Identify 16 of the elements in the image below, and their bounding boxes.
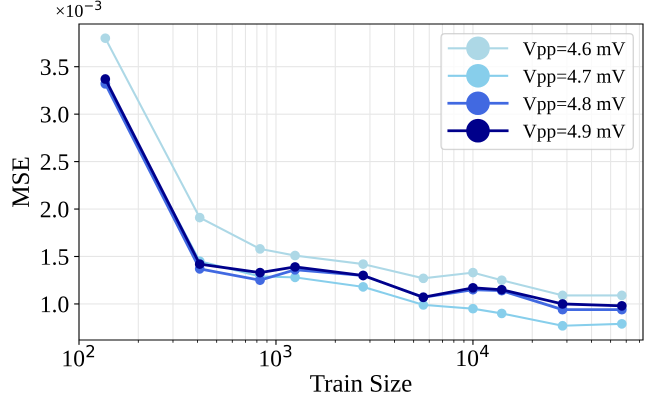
x-axis-title: Train Size xyxy=(310,375,412,392)
text: ×10$^{−3}$ xyxy=(56,0,102,18)
legend-label: Vpp=4.8 mV xyxy=(522,97,626,114)
legend-label: Vpp=4.6 mV xyxy=(522,42,626,60)
y-tick-label: 2.0 xyxy=(40,202,68,218)
y-axis-title: MSE xyxy=(12,158,30,207)
legend-label: Vpp=4.7 mV xyxy=(522,70,626,87)
y-tick-label: 2.5 xyxy=(40,154,68,170)
legend-label: Vpp=4.9 mV xyxy=(522,124,626,142)
x-tick-label: 10$^{4}$ xyxy=(457,344,489,366)
y-tick-label: 1.0 xyxy=(42,296,68,312)
y-tick-label: 3.5 xyxy=(40,59,68,76)
x-tick-label: 10$^{2}$ xyxy=(63,344,94,366)
x-tick-label: 10$^{3}$ xyxy=(260,344,292,366)
y-tick-label: 1.5 xyxy=(42,249,68,266)
y-tick-label: 3.0 xyxy=(40,106,68,123)
